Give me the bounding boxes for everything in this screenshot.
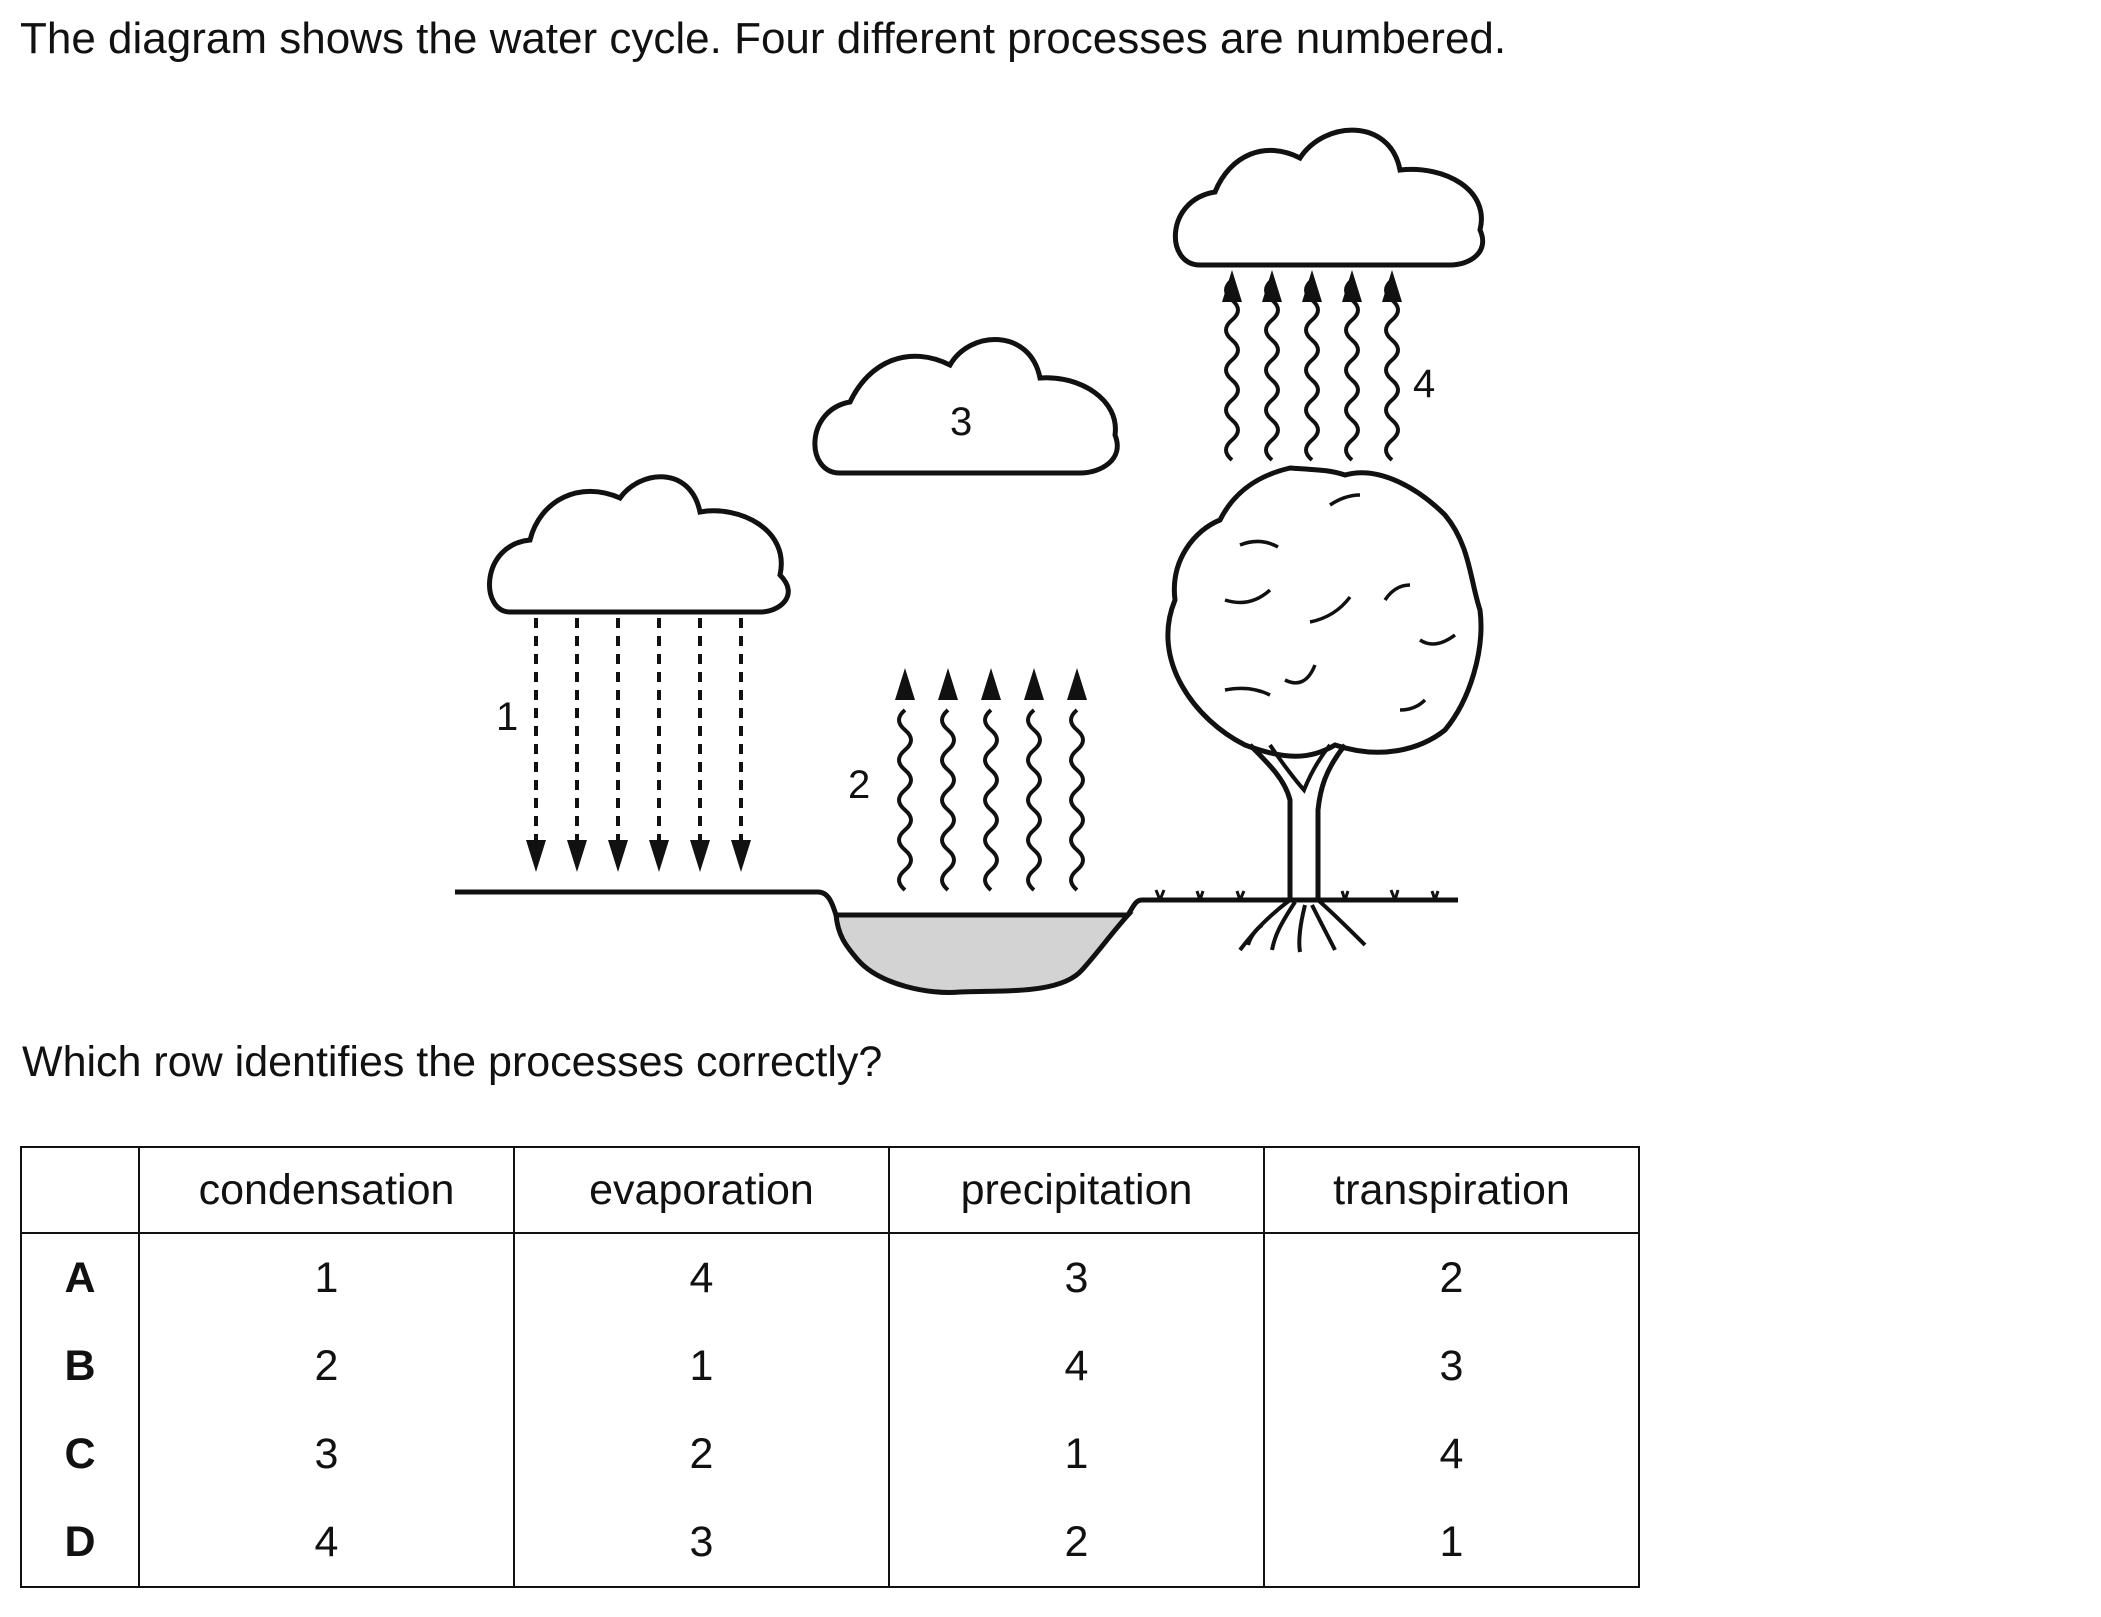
table-cell: 3 [138,1410,515,1498]
ground-right [1125,897,1458,917]
water-cycle-diagram: 1 2 3 4 [455,127,1486,995]
table-cell: 2 [513,1410,890,1498]
table-cell: 4 [888,1322,1265,1410]
tree-branch [1268,743,1332,794]
row-letter: A [20,1233,140,1322]
table-cell: 4 [1263,1410,1640,1498]
table-cell: 2 [888,1498,1265,1588]
evaporation-arrows [897,708,1085,892]
pond [833,912,1134,995]
tree-roots [1238,898,1367,953]
row-letter: B [20,1322,140,1410]
tree-canopy-texture [1224,493,1457,712]
table-cell: 1 [513,1322,890,1410]
table-cell: 4 [138,1498,515,1588]
header-precipitation: precipitation [888,1146,1265,1234]
label-process-2: 2 [848,763,870,807]
table-row-c: C 3 2 1 4 [20,1410,1640,1498]
header-condensation: condensation [138,1146,515,1234]
label-process-4: 4 [1413,362,1435,406]
table-row-d: D 4 3 2 1 [20,1498,1640,1588]
label-process-1: 1 [496,695,518,739]
tree-canopy [1165,465,1484,759]
question-text: Which row identifies the processes corre… [22,1038,883,1086]
ground-left [455,889,839,916]
table-cell: 3 [513,1498,890,1588]
table-row-a: A 1 4 3 2 [20,1233,1640,1322]
cloud-left [487,474,791,615]
grass-tufts [1154,889,1440,901]
precipitation-arrows [534,618,743,855]
table-cell: 1 [1263,1498,1640,1588]
tree-trunk [1248,743,1347,900]
cloud-top-right [1172,127,1486,268]
table-cell: 4 [513,1233,890,1322]
transpiration-arrows [1224,278,1400,462]
table-cell: 2 [1263,1233,1640,1322]
table-cell: 1 [888,1410,1265,1498]
row-letter: C [20,1410,140,1498]
table-cell: 2 [138,1322,515,1410]
cloud-middle [812,337,1120,476]
table-header-row: condensation evaporation precipitation t… [20,1146,1640,1234]
table-cell: 3 [1263,1322,1640,1410]
header-evaporation: evaporation [513,1146,890,1234]
row-letter: D [20,1498,140,1588]
answer-table: condensation evaporation precipitation t… [20,1146,1640,1588]
table-row-b: B 2 1 4 3 [20,1322,1640,1410]
label-process-3: 3 [950,400,972,444]
precipitation-arrowheads [526,840,751,872]
evaporation-arrowheads [895,668,1087,700]
header-blank [20,1146,140,1234]
intro-text: The diagram shows the water cycle. Four … [20,14,1507,63]
header-transpiration: transpiration [1263,1146,1640,1234]
transpiration-arrowheads [1222,270,1402,302]
table-cell: 1 [138,1233,515,1322]
table-cell: 3 [888,1233,1265,1322]
